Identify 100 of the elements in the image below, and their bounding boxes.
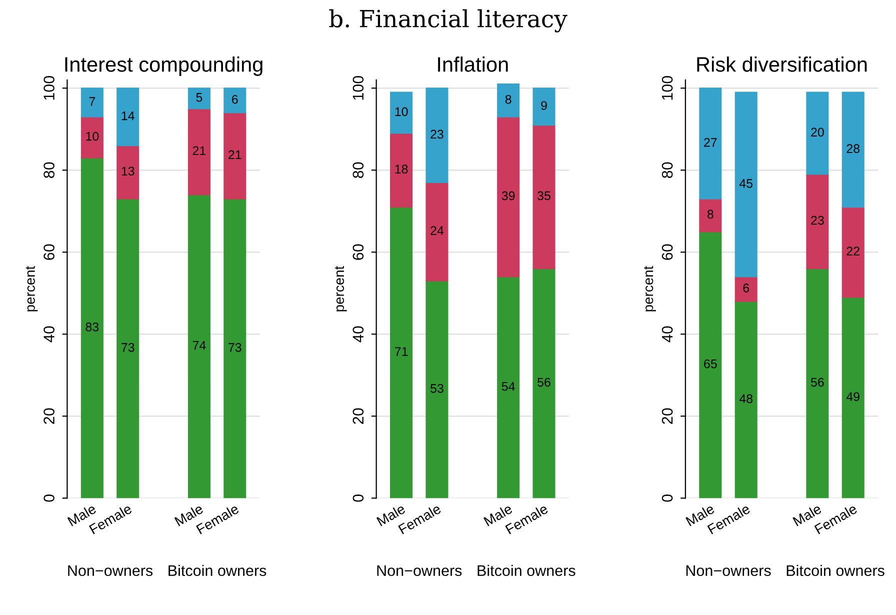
data-label: 53 xyxy=(430,384,444,393)
data-label: 28 xyxy=(846,144,860,154)
bar xyxy=(80,88,104,118)
data-label: 22 xyxy=(846,246,860,256)
data-label: 6 xyxy=(743,284,750,292)
y-axis-title: percent xyxy=(26,266,38,312)
y-tick-label: 80 xyxy=(662,162,673,178)
data-label: 49 xyxy=(846,392,860,402)
bar xyxy=(734,276,758,302)
data-label: 56 xyxy=(810,378,824,387)
bar xyxy=(188,88,210,110)
data-label: 73 xyxy=(228,343,242,352)
y-tick-label: 20 xyxy=(44,408,54,424)
bar xyxy=(806,92,829,175)
data-label: 6 xyxy=(232,94,238,104)
data-label: 7 xyxy=(89,97,96,106)
text: Bitcoin owners xyxy=(478,564,576,576)
y-axis-title: percent xyxy=(334,266,347,312)
bar xyxy=(842,206,864,298)
bar xyxy=(497,83,520,118)
y-tick-label: 80 xyxy=(352,162,364,178)
bar xyxy=(224,88,246,114)
y-tick-label: 40 xyxy=(662,326,673,342)
bar xyxy=(842,92,864,208)
data-label: 65 xyxy=(704,359,717,368)
bar xyxy=(806,268,829,498)
bar xyxy=(734,300,758,498)
y-tick-label: 20 xyxy=(662,408,673,424)
text: b. Financial literacy xyxy=(329,9,568,32)
y-tick-label: 40 xyxy=(44,326,54,342)
bar xyxy=(497,116,520,278)
bar xyxy=(699,231,722,498)
data-label: 48 xyxy=(739,394,752,404)
y-tick-label: 100 xyxy=(352,76,364,100)
chart-title: Interest compounding xyxy=(65,56,262,76)
y-tick-label: 20 xyxy=(352,408,364,424)
y-tick-label: 60 xyxy=(352,244,364,260)
bar xyxy=(699,88,722,200)
bar xyxy=(532,124,556,270)
data-label: 5 xyxy=(196,93,202,102)
text: Bitcoin owners xyxy=(168,564,266,576)
y-tick-label: 100 xyxy=(44,76,54,100)
bar xyxy=(699,198,722,232)
bar xyxy=(426,88,448,184)
bar xyxy=(80,157,104,498)
bar xyxy=(532,88,556,126)
chart-title: Risk diversification xyxy=(697,56,867,72)
y-tick-label: 40 xyxy=(352,326,364,342)
bar xyxy=(806,174,829,270)
bar xyxy=(390,132,413,208)
data-label: 24 xyxy=(430,226,444,235)
bar xyxy=(80,116,104,158)
data-label: 8 xyxy=(505,94,512,104)
data-label: 23 xyxy=(430,130,444,139)
bar xyxy=(426,280,448,498)
y-tick-label: 0 xyxy=(662,494,673,502)
bar xyxy=(116,144,140,200)
bar xyxy=(390,92,413,134)
data-label: 35 xyxy=(538,191,550,200)
data-label: 56 xyxy=(538,378,550,387)
data-label: 23 xyxy=(811,216,824,225)
bar xyxy=(734,92,758,278)
y-axis-title: percent xyxy=(644,266,656,312)
data-label: 27 xyxy=(704,138,717,147)
data-label: 10 xyxy=(86,132,99,141)
data-label: 71 xyxy=(394,347,408,356)
bar xyxy=(842,296,864,498)
data-label: 83 xyxy=(86,322,99,332)
data-label: 14 xyxy=(122,111,134,120)
data-label: 9 xyxy=(541,101,547,110)
chart-title: Inflation xyxy=(438,56,508,72)
data-label: 73 xyxy=(122,343,134,352)
text: Bitcoin owners xyxy=(786,564,884,576)
bar xyxy=(224,198,246,498)
y-tick-label: 80 xyxy=(44,162,54,178)
data-label: 18 xyxy=(395,164,408,174)
y-tick-label: 100 xyxy=(662,76,673,100)
bar xyxy=(116,198,140,498)
data-label: 20 xyxy=(811,128,824,137)
text: Non−owners xyxy=(686,565,771,576)
bar xyxy=(116,88,140,146)
text: Non−owners xyxy=(377,565,462,576)
data-label: 21 xyxy=(192,146,206,155)
y-tick-label: 60 xyxy=(662,244,673,260)
data-label: 13 xyxy=(122,166,134,176)
y-tick-label: 0 xyxy=(44,494,54,502)
data-label: 45 xyxy=(739,179,753,188)
y-tick-label: 60 xyxy=(44,244,54,260)
data-label: 54 xyxy=(502,382,515,391)
data-label: 74 xyxy=(192,341,206,350)
bar xyxy=(390,206,413,498)
text: Non−owners xyxy=(68,565,153,576)
data-label: 39 xyxy=(502,191,515,200)
bar xyxy=(426,182,448,282)
bar xyxy=(224,112,246,200)
bar xyxy=(188,108,210,196)
bar xyxy=(188,194,210,498)
bar xyxy=(497,276,520,498)
data-label: 8 xyxy=(707,210,714,219)
data-label: 10 xyxy=(395,107,408,116)
